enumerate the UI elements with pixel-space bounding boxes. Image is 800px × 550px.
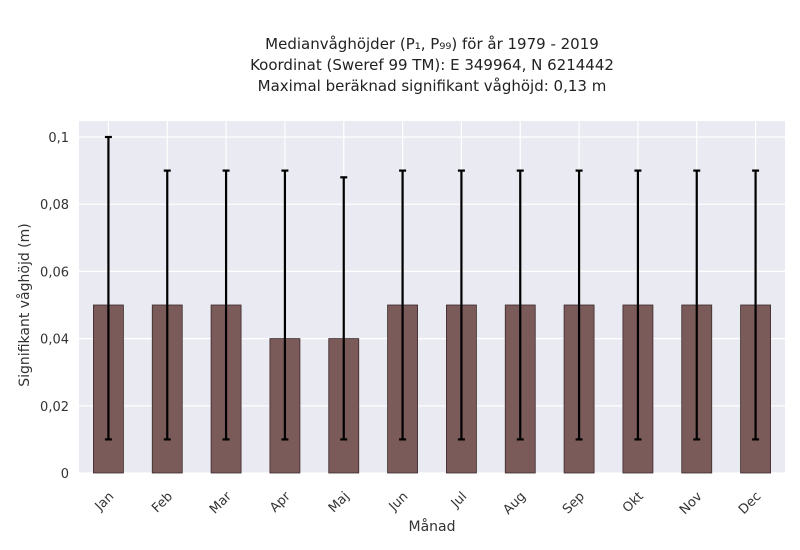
x-tick-label: Apr xyxy=(267,489,294,516)
y-tick-label: 0,04 xyxy=(40,333,69,348)
x-tick-label: Jan xyxy=(92,489,117,514)
title-line-1: Medianvåghöjder (P₁, P₉₉) för år 1979 - … xyxy=(265,35,599,53)
y-tick-label: 0,08 xyxy=(40,198,69,213)
x-tick-label: Aug xyxy=(501,489,530,518)
x-tick-label: Jul xyxy=(448,489,470,511)
error-bars xyxy=(104,135,760,441)
y-tick-label: 0,06 xyxy=(40,265,69,280)
x-tick-label: Jun xyxy=(386,489,412,515)
y-tick-label: 0 xyxy=(61,467,69,482)
x-tick-label: Okt xyxy=(620,489,647,516)
x-tick-label: Mar xyxy=(207,489,235,517)
y-axis-label: Signifikant våghöjd (m) xyxy=(16,223,33,386)
y-tick-labels: 0 0,02 0,04 0,06 0,08 0,1 xyxy=(40,131,69,482)
x-tick-label: Feb xyxy=(149,489,176,516)
x-axis-label: Månad xyxy=(409,518,456,535)
title-line-3: Maximal beräknad signifikant våghöjd: 0,… xyxy=(257,77,607,95)
plot-area xyxy=(79,121,785,473)
x-tick-label: Maj xyxy=(326,489,353,516)
x-tick-label: Dec xyxy=(736,489,764,517)
y-tick-label: 0,1 xyxy=(48,131,69,146)
x-tick-labels: Jan Feb Mar Apr Maj Jun Jul Aug Sep Okt Nov Dec xyxy=(92,489,765,518)
x-tick-label: Sep xyxy=(560,489,588,517)
chart-title: Medianvåghöjder (P₁, P₉₉) för år 1979 - … xyxy=(0,34,800,97)
y-tick-label: 0,02 xyxy=(40,400,69,415)
title-line-2: Koordinat (Sweref 99 TM): E 349964, N 62… xyxy=(250,56,614,74)
x-tick-label: Nov xyxy=(677,489,706,518)
